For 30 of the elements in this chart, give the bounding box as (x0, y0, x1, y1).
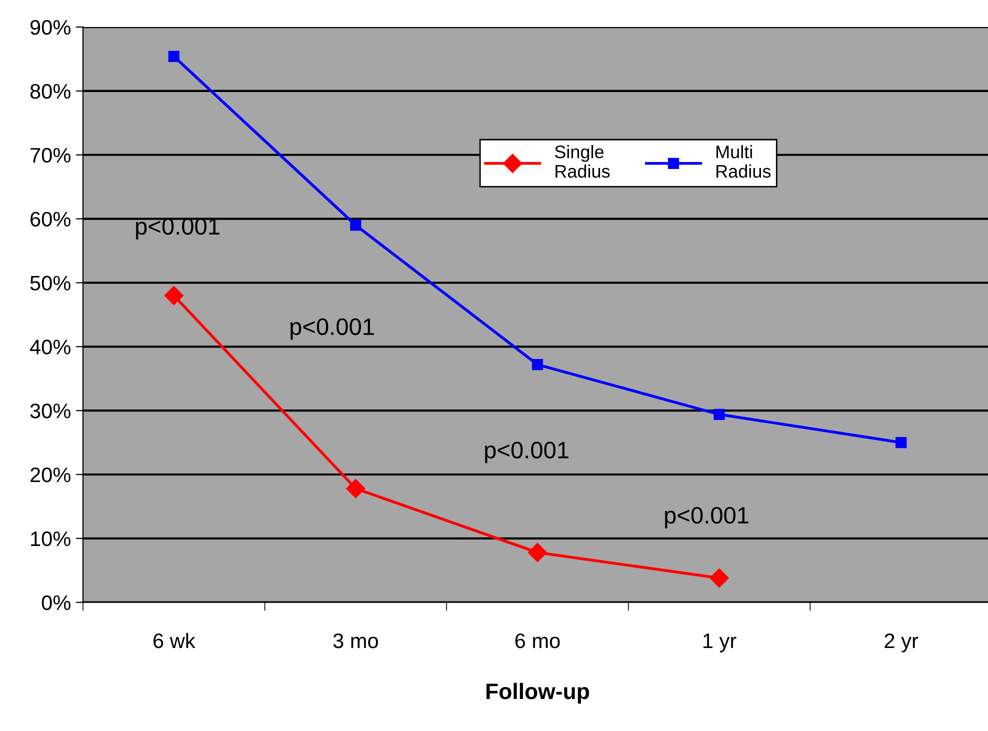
annotation: p<0.001 (290, 318, 374, 340)
annotation: p<0.001 (485, 442, 568, 464)
y-tick-label: 10% (31, 531, 70, 546)
point (896, 436, 907, 448)
legend-label: Multi Radius (716, 145, 771, 178)
point (168, 50, 180, 62)
annotation: p<0.001 (665, 506, 748, 528)
x-tick-label: 2 yr (884, 633, 918, 652)
y-tick-label: 70% (30, 148, 70, 163)
x-tick-label: 1 yr (703, 634, 736, 652)
point (528, 542, 548, 562)
y-tick-label: 30% (30, 404, 70, 418)
point (346, 479, 366, 498)
y-tick-label: 60% (30, 212, 70, 227)
x-tick-label: 3 mo (333, 633, 378, 648)
y-tick-label: 40% (30, 340, 70, 354)
y-tick-label: 20% (30, 468, 70, 482)
point (714, 408, 725, 420)
x-tick-label: 6 wk (154, 632, 196, 648)
legend-label: Single Radius (554, 145, 610, 178)
x-axis-title: Follow-up (486, 682, 590, 704)
point (710, 568, 729, 588)
point (532, 359, 544, 370)
y-tick-label: 50% (30, 276, 70, 290)
x-tick-label: 6 mo (515, 633, 560, 648)
y-tick-label: 90% (30, 20, 70, 35)
y-tick-label: 0% (42, 595, 70, 610)
y-tick-label: 80% (30, 84, 70, 99)
point (164, 286, 184, 306)
point (350, 220, 362, 231)
